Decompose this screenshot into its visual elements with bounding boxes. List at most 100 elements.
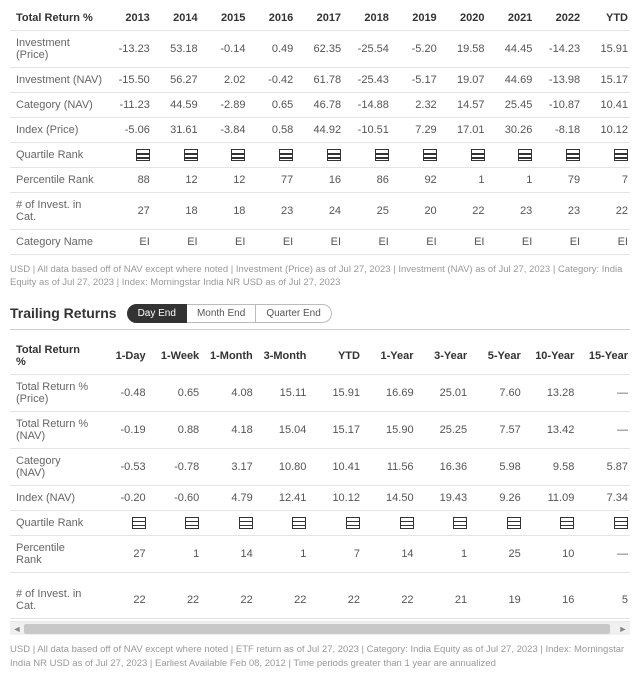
cell: 1 [416, 535, 470, 572]
row-label: Total Return % (NAV) [10, 411, 94, 448]
quartile-icon [327, 149, 341, 161]
cell: 0.88 [148, 411, 202, 448]
cell [469, 510, 523, 535]
table-row: Total Return % (Price)-0.480.654.0815.11… [10, 374, 630, 411]
cell: 15.17 [308, 411, 362, 448]
quartile-icon [560, 517, 574, 529]
cell [148, 510, 202, 535]
period-tab-day-end[interactable]: Day End [127, 304, 187, 323]
table-row: Percentile Rank8812127716869211797 [10, 168, 630, 193]
cell: 14 [201, 535, 255, 572]
cell: EI [487, 230, 535, 255]
row-label: Category Name [10, 230, 104, 255]
cell: 15.90 [362, 411, 416, 448]
cell: 1 [439, 168, 487, 193]
col-header: 2021 [487, 6, 535, 31]
quartile-icon [400, 517, 414, 529]
cell: 25.45 [487, 93, 535, 118]
row-label: Total Return % (Price) [10, 374, 94, 411]
cell: EI [104, 230, 152, 255]
cell: 15.91 [308, 374, 362, 411]
cell: 4.08 [201, 374, 255, 411]
cell: 31.61 [152, 118, 200, 143]
row-label: Quartile Rank [10, 143, 104, 168]
cell: 25 [469, 535, 523, 572]
scroll-left-icon[interactable]: ◄ [10, 622, 24, 636]
cell: 14.50 [362, 485, 416, 510]
cell: 23 [534, 193, 582, 230]
cell: 10.80 [255, 448, 309, 485]
row-label: Index (Price) [10, 118, 104, 143]
col-header: 2020 [439, 6, 487, 31]
quartile-icon [471, 149, 485, 161]
cell: 20 [391, 193, 439, 230]
cell: 22 [308, 582, 362, 619]
quartile-icon [279, 149, 293, 161]
cell: EI [343, 230, 391, 255]
cell: 0.65 [247, 93, 295, 118]
col-header: 2016 [247, 6, 295, 31]
cell [255, 510, 309, 535]
col-header: YTD [582, 6, 630, 31]
quartile-icon [614, 149, 628, 161]
cell [391, 143, 439, 168]
cell: 92 [391, 168, 439, 193]
trailing-footnote: USD | All data based off of NAV except w… [10, 643, 630, 670]
cell [200, 143, 248, 168]
cell: — [576, 535, 630, 572]
cell: 14 [362, 535, 416, 572]
cell: 22 [94, 582, 148, 619]
cell: 22 [362, 582, 416, 619]
cell: EI [391, 230, 439, 255]
cell [308, 510, 362, 535]
cell [94, 510, 148, 535]
cell: 22 [201, 582, 255, 619]
cell: 21 [416, 582, 470, 619]
cell: 0.65 [148, 374, 202, 411]
cell: 86 [343, 168, 391, 193]
quartile-icon [423, 149, 437, 161]
cell: -25.43 [343, 68, 391, 93]
cell: 7.57 [469, 411, 523, 448]
cell: 10.41 [308, 448, 362, 485]
scroll-right-icon[interactable]: ► [616, 622, 630, 636]
quartile-icon [507, 517, 521, 529]
cell: 22 [582, 193, 630, 230]
col-header: 2019 [391, 6, 439, 31]
cell: 27 [94, 535, 148, 572]
cell: -0.19 [94, 411, 148, 448]
col-header: YTD [308, 338, 362, 375]
cell: 18 [200, 193, 248, 230]
col-header: 2022 [534, 6, 582, 31]
quartile-icon [346, 517, 360, 529]
cell: 15.04 [255, 411, 309, 448]
quartile-icon [614, 517, 628, 529]
cell: 12 [200, 168, 248, 193]
cell: 13.42 [523, 411, 577, 448]
col-header: 3-Year [416, 338, 470, 375]
cell: -5.20 [391, 31, 439, 68]
cell: 22 [255, 582, 309, 619]
quartile-icon [375, 149, 389, 161]
cell: -0.48 [94, 374, 148, 411]
cell: 22 [439, 193, 487, 230]
quartile-icon [453, 517, 467, 529]
table1-footnote: USD | All data based off of NAV except w… [10, 263, 630, 290]
period-tab-quarter-end[interactable]: Quarter End [256, 304, 331, 323]
col-header: 2017 [295, 6, 343, 31]
cell: 88 [104, 168, 152, 193]
period-tab-month-end[interactable]: Month End [187, 304, 256, 323]
quartile-icon [566, 149, 580, 161]
cell: 10.12 [308, 485, 362, 510]
cell: 61.78 [295, 68, 343, 93]
table-row: # of Invest. in Cat.2222222222222119165 [10, 582, 630, 619]
row-label: Category (NAV) [10, 448, 94, 485]
scroll-thumb[interactable] [24, 624, 610, 634]
horizontal-scrollbar[interactable]: ◄ ► [10, 621, 630, 635]
cell: -10.87 [534, 93, 582, 118]
cell: -10.51 [343, 118, 391, 143]
cell: 7.34 [576, 485, 630, 510]
cell [247, 143, 295, 168]
trailing-header-label: Total Return % [10, 338, 94, 375]
row-label: # of Invest. in Cat. [10, 193, 104, 230]
